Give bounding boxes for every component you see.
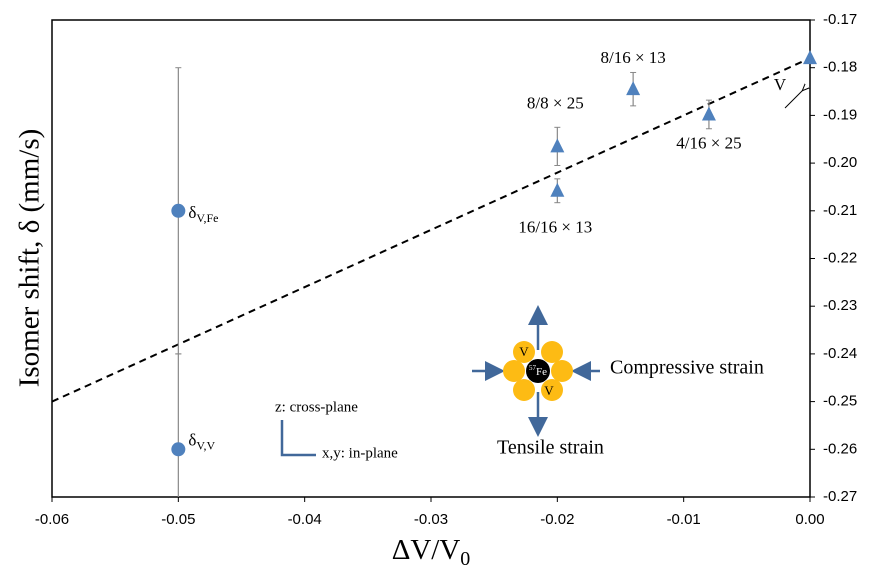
sub: 0 (460, 548, 470, 570)
point (550, 138, 565, 153)
main: Fe (536, 366, 547, 378)
y-tick-label: -0.17 (823, 11, 857, 28)
axes-icon (280, 420, 316, 457)
x-tick-label: -0.02 (540, 511, 574, 528)
point-label: δV,V (188, 430, 215, 452)
point (626, 81, 641, 96)
y-tick-label: -0.27 (823, 488, 857, 505)
point (171, 203, 186, 218)
point (171, 442, 186, 457)
point (701, 106, 716, 121)
atoms (503, 341, 573, 401)
main: ΔV/V (392, 534, 461, 566)
point-label: V (774, 75, 787, 94)
sub: V,V (196, 438, 215, 452)
x-tick-label: -0.01 (667, 511, 701, 528)
inset: V V 57Fe Compressive strain Tensile stra… (275, 305, 764, 461)
y-tick-label: -0.26 (823, 440, 857, 457)
plot-frame (51, 19, 811, 498)
point-label: δV,Fe (188, 203, 218, 225)
y-tick-label: -0.20 (823, 154, 857, 171)
atom-label: V (544, 383, 554, 398)
annotation-arrow (784, 90, 803, 109)
y-tick-label: -0.18 (823, 59, 857, 76)
z-label: z: cross-plane (275, 399, 358, 415)
main: δ (188, 203, 196, 222)
sup: 57 (529, 364, 537, 372)
point-label: 16/16 × 13 (518, 218, 592, 237)
atom-label: V (519, 344, 529, 359)
y-tick-label: -0.22 (823, 249, 857, 266)
point-label: 4/16 × 25 (676, 133, 741, 152)
y-axis-label: Isomer shift, δ (mm/s) (14, 129, 46, 388)
fe-label: 57Fe (529, 364, 547, 378)
x-tick-label: 0.00 (795, 511, 824, 528)
main: δ (188, 430, 196, 449)
x-tick-label: -0.03 (414, 511, 448, 528)
x-tick-label: -0.05 (161, 511, 195, 528)
point-label: 8/16 × 13 (600, 48, 665, 67)
y-tick-label: -0.19 (823, 106, 857, 123)
y-tick-label: -0.25 (823, 393, 857, 410)
y-tick-label: -0.21 (823, 202, 857, 219)
point (803, 50, 817, 65)
x-axis-label: ΔV/V0 (392, 534, 471, 570)
fe-atom (526, 359, 550, 383)
x-tick-label: -0.06 (35, 511, 69, 528)
y-tick-label: -0.23 (823, 297, 857, 314)
point-label: 8/8 × 25 (527, 93, 584, 112)
sub: V,Fe (196, 211, 218, 225)
tensile-label: Tensile strain (497, 437, 604, 459)
point (550, 182, 565, 197)
xy-label: x,y: in-plane (322, 445, 398, 461)
y-tick-label: -0.24 (823, 345, 857, 362)
x-tick-label: -0.04 (288, 511, 322, 528)
compressive-label: Compressive strain (610, 357, 764, 379)
fit-line (52, 57, 810, 403)
